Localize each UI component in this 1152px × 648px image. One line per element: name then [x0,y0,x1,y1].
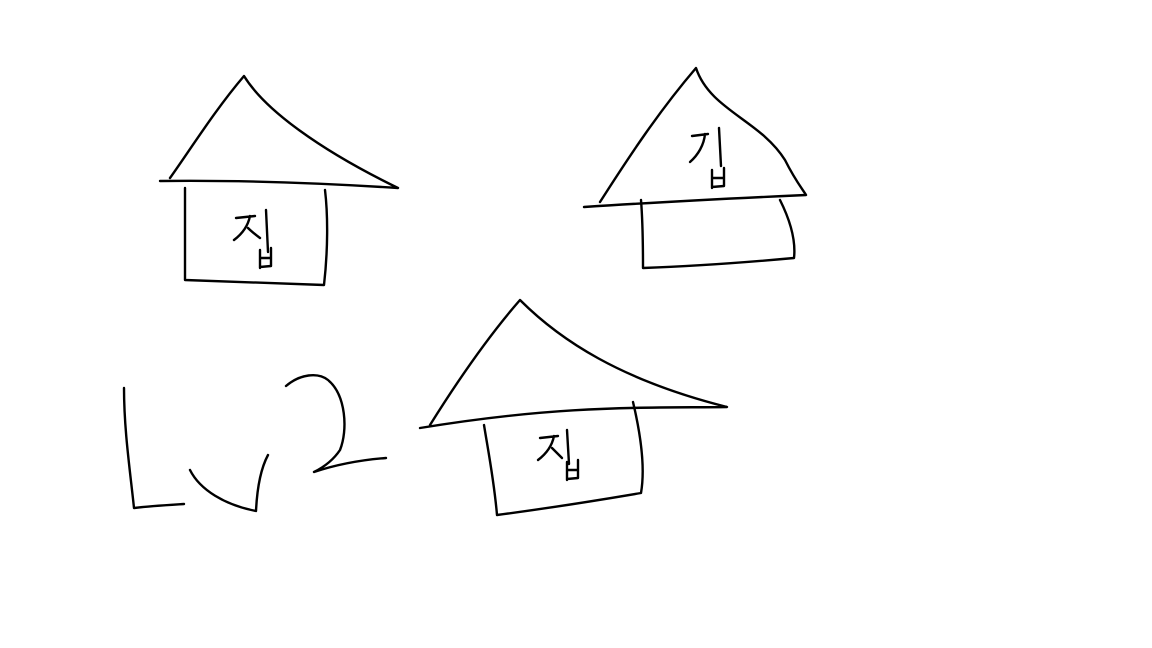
handwritten-V [188,453,270,513]
house-3-wall [482,400,644,517]
house-2-roof [582,66,808,209]
handwritten-2 [284,374,388,474]
house-1 [158,74,400,287]
house-2-label [688,126,726,190]
handwritten-L [122,386,186,510]
house-1-roof [158,74,400,190]
house-2 [582,66,808,270]
house-2-wall [639,198,796,270]
house-3 [418,298,729,517]
house-1-label [232,208,273,270]
house-3-label [536,428,580,482]
house-3-roof [418,298,729,430]
house-1-wall [183,186,329,287]
handwritten-mark [122,374,388,513]
